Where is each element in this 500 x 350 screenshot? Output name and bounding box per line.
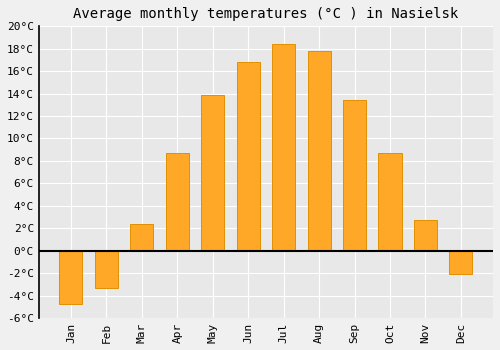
Title: Average monthly temperatures (°C ) in Nasielsk: Average monthly temperatures (°C ) in Na… (74, 7, 458, 21)
Bar (414, 220, 437, 251)
Bar (378, 153, 402, 251)
Bar (95, 251, 118, 288)
Bar (343, 100, 366, 251)
Bar (201, 95, 224, 251)
Bar (308, 51, 330, 251)
Bar (130, 224, 154, 251)
Bar (236, 62, 260, 251)
Bar (60, 251, 82, 304)
Bar (450, 251, 472, 274)
Bar (166, 153, 189, 251)
Bar (272, 44, 295, 251)
